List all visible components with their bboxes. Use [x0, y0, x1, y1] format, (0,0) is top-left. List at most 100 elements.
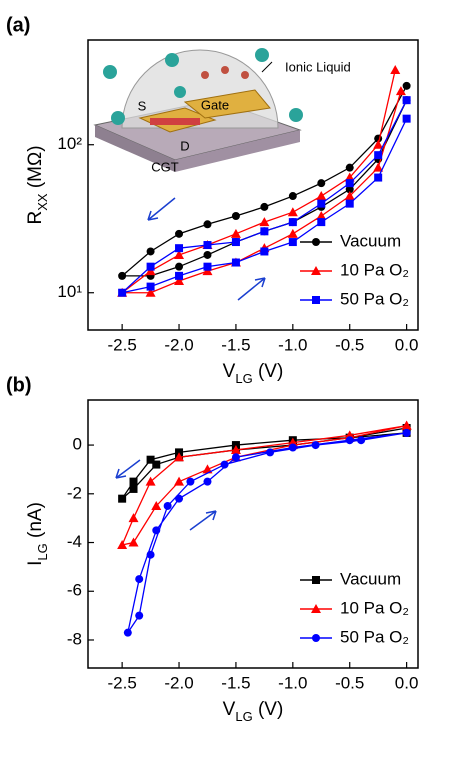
marker — [402, 96, 411, 105]
marker — [344, 191, 355, 201]
marker — [373, 162, 384, 172]
marker — [128, 513, 139, 523]
marker — [186, 477, 195, 486]
marker — [146, 282, 155, 291]
marker — [345, 199, 354, 208]
arrows — [115, 197, 266, 531]
legend-label: Vacuum — [340, 569, 401, 588]
ion — [201, 71, 209, 79]
pointer — [261, 61, 273, 73]
sweep-arrow — [189, 510, 217, 531]
legend-marker — [311, 266, 321, 275]
marker — [163, 501, 172, 510]
inset-label: Ionic Liquid — [285, 59, 351, 74]
x-tick-label: -1.0 — [278, 335, 307, 354]
x-axis-label: VLG (V) — [223, 361, 284, 386]
marker — [175, 229, 184, 238]
marker — [146, 262, 155, 271]
x-axis-label-part: V — [223, 699, 236, 720]
marker — [311, 441, 320, 450]
marker — [174, 276, 185, 286]
series-line — [121, 424, 407, 546]
marker — [175, 244, 184, 253]
x-tick-label: -2.0 — [164, 335, 193, 354]
marker — [288, 192, 297, 201]
marker — [287, 207, 298, 217]
marker — [390, 64, 401, 74]
panel-label: (b) — [6, 374, 32, 396]
marker — [152, 526, 161, 535]
marker — [374, 151, 383, 160]
sweep-arrow — [147, 197, 176, 221]
marker — [175, 262, 184, 271]
ion — [241, 71, 249, 79]
marker — [123, 628, 132, 637]
sweep-arrow — [115, 459, 141, 479]
marker — [203, 250, 212, 259]
marker — [175, 494, 184, 503]
marker — [288, 443, 297, 452]
plot-frame — [87, 39, 419, 331]
legend-label: 10 Pa O₂ — [340, 260, 409, 279]
legend-label: 50 Pa O₂ — [340, 627, 409, 646]
y-axis-label-part: R — [25, 211, 46, 225]
x-tick-label: -2.5 — [107, 335, 136, 354]
inset-label: CGT — [151, 159, 179, 174]
marker — [146, 550, 155, 559]
marker — [345, 185, 354, 194]
x-axis-label-part: LG — [235, 371, 252, 386]
marker — [266, 448, 275, 457]
ion — [289, 108, 303, 122]
marker — [146, 247, 155, 256]
y-axis-label-part: (MΩ) — [25, 145, 46, 193]
marker — [345, 179, 354, 188]
marker — [316, 210, 327, 220]
x-tick-label: 0.0 — [395, 335, 419, 354]
x-axis-label: VLG (V) — [223, 699, 284, 724]
legend-label: 10 Pa O₂ — [340, 598, 409, 617]
marker — [118, 494, 127, 503]
marker — [203, 477, 212, 486]
x-axis-label-part: LG — [235, 709, 252, 724]
marker — [135, 575, 144, 584]
y-axis-label-part: (nA) — [25, 502, 46, 543]
marker — [129, 477, 138, 486]
marker — [175, 271, 184, 280]
marker — [151, 500, 162, 510]
x-tick-label: -1.5 — [221, 335, 250, 354]
marker — [374, 173, 383, 182]
inset-illustration — [93, 48, 303, 172]
legend-marker — [311, 604, 321, 613]
marker — [117, 539, 128, 549]
x-tick-label: 0.0 — [395, 673, 419, 692]
ion — [174, 86, 186, 98]
legend-marker — [312, 238, 320, 246]
marker — [203, 262, 212, 271]
marker — [402, 81, 411, 90]
marker — [288, 218, 297, 227]
inset-label: S — [138, 98, 147, 113]
marker — [402, 114, 411, 123]
marker — [259, 217, 270, 227]
marker — [317, 199, 326, 208]
x-axis-label-part: (V) — [253, 699, 284, 720]
marker — [317, 179, 326, 188]
sweep-arrow — [237, 277, 266, 301]
inset-label: D — [180, 138, 189, 153]
marker — [345, 436, 354, 445]
marker — [203, 241, 212, 250]
ion — [221, 66, 229, 74]
series-line — [127, 432, 407, 634]
legend-marker — [312, 576, 320, 584]
y-tick-label: -2 — [67, 483, 82, 502]
marker — [118, 288, 127, 297]
marker — [118, 271, 127, 280]
y-tick-label: -6 — [67, 581, 82, 600]
marker — [135, 611, 144, 620]
marker — [220, 460, 229, 469]
marker — [203, 220, 212, 229]
gate-electrode — [183, 89, 271, 119]
ion — [111, 111, 125, 125]
